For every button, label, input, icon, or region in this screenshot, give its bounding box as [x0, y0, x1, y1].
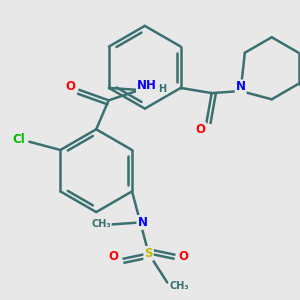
Text: O: O [108, 250, 118, 263]
Text: NH: NH [137, 80, 157, 92]
Text: O: O [179, 250, 189, 263]
Text: Cl: Cl [13, 133, 26, 146]
Text: N: N [137, 216, 147, 229]
Text: O: O [65, 80, 75, 93]
Text: CH₃: CH₃ [91, 220, 111, 230]
Text: CH₃: CH₃ [170, 280, 189, 290]
Text: O: O [195, 123, 205, 136]
Text: H: H [158, 84, 166, 94]
Text: N: N [236, 80, 246, 93]
Text: S: S [144, 247, 153, 260]
